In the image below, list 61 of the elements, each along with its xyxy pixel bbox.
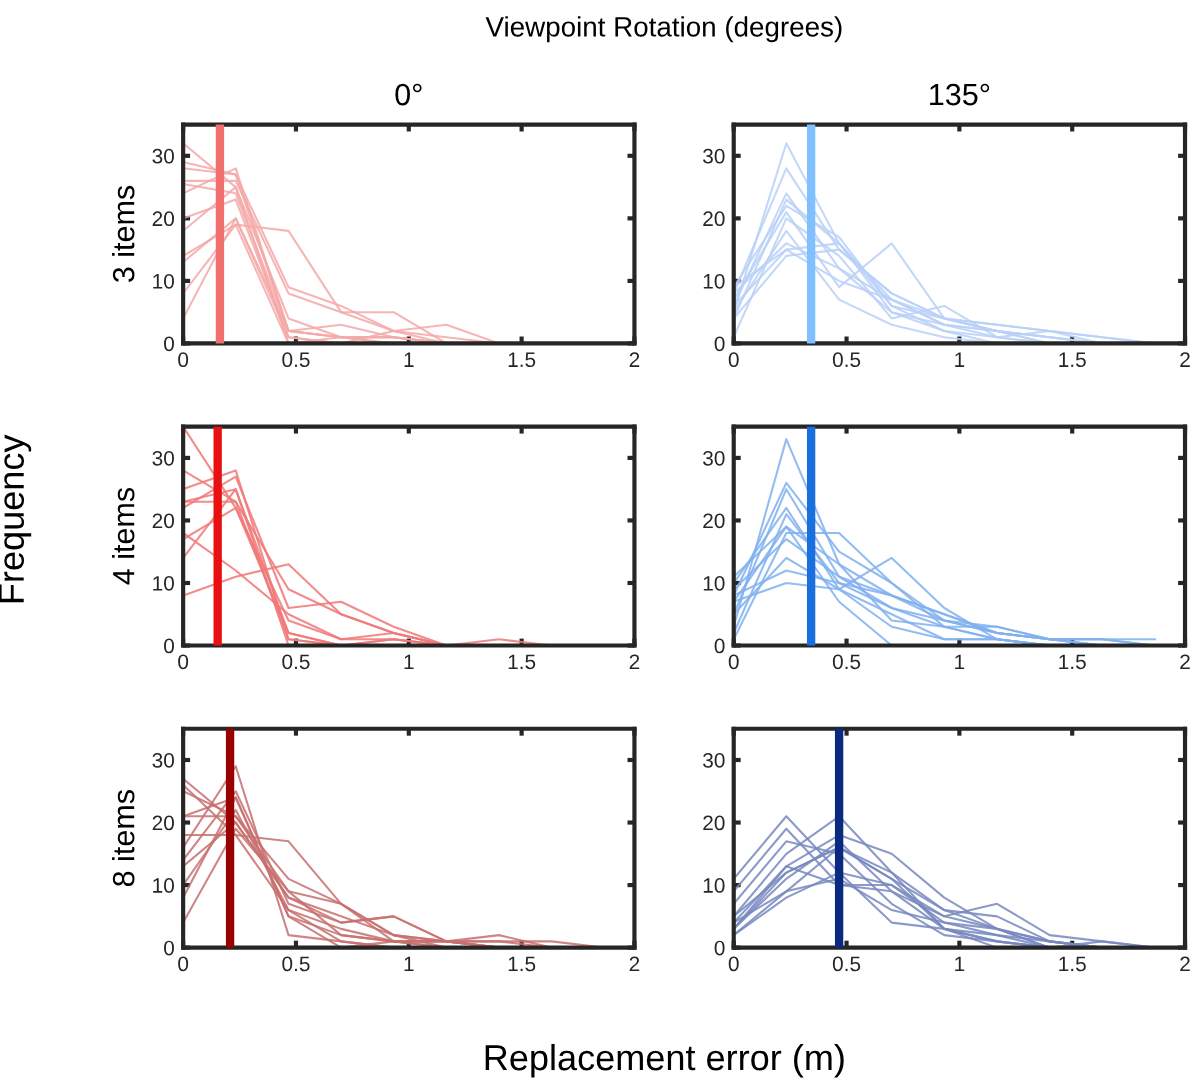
x-tick-label: 0 [178, 956, 189, 972]
x-tick-label: 0.5 [282, 654, 310, 670]
y-axis-title: 8 items [112, 790, 135, 887]
x-tick-label: 2 [1180, 352, 1190, 367]
y-tick-label: 10 [153, 575, 174, 591]
x-tick-label: 1 [404, 352, 414, 367]
x-tick-label: 1 [955, 654, 965, 669]
y-tick-label: 30 [152, 148, 174, 164]
x-tick-label: 1.5 [508, 352, 536, 368]
y-tick-label: 10 [703, 878, 725, 893]
y-tick-label: 30 [152, 450, 174, 466]
x-tick-label: 1.5 [508, 654, 536, 670]
x-tick-label: 0.5 [832, 352, 861, 368]
text: Replacement error (m) [485, 1043, 844, 1078]
y-tick-label: 10 [153, 273, 174, 289]
y-tick-label: 20 [703, 815, 725, 831]
y-tick-label: 20 [152, 815, 174, 831]
x-tick-label: 1 [955, 956, 965, 972]
y-tick-label: 10 [153, 878, 174, 893]
x-tick-label: 0.5 [832, 956, 861, 972]
x-tick-label: 0 [728, 352, 739, 368]
y-tick-label: 20 [703, 211, 725, 227]
x-tick-label: 0 [178, 352, 189, 368]
x-tick-label: 0 [178, 654, 189, 670]
y-tick-label: 0 [164, 940, 174, 956]
x-tick-label: 0 [728, 654, 739, 670]
x-tick-label: 0 [728, 956, 739, 972]
x-tick-label: 2 [629, 654, 640, 669]
y-tick-label: 20 [703, 513, 725, 529]
x-tick-label: 1 [955, 352, 965, 367]
y-tick-label: 30 [703, 752, 725, 768]
y-tick-label: 0 [714, 638, 725, 654]
y-tick-label: 20 [152, 513, 174, 529]
chart-title: 135° [930, 83, 990, 106]
x-tick-label: 0.5 [282, 956, 310, 972]
y-tick-label: 0 [164, 638, 174, 654]
chart-title: 0° [395, 83, 422, 106]
y-tick-label: 10 [703, 575, 725, 591]
x-tick-label: 1 [404, 654, 414, 669]
x-tick-label: 2 [629, 956, 640, 972]
x-tick-label: 2 [1180, 654, 1190, 669]
x-tick-label: 0.5 [832, 654, 861, 670]
x-tick-label: 1.5 [508, 956, 536, 972]
y-tick-label: 0 [714, 940, 725, 956]
y-axis-title: 4 items [112, 487, 135, 585]
y-tick-label: 30 [703, 148, 725, 164]
x-tick-label: 2 [1180, 956, 1190, 972]
y-tick-label: 0 [164, 336, 174, 352]
x-tick-label: 1 [404, 956, 414, 972]
x-tick-label: 0.5 [282, 352, 310, 368]
y-tick-label: 30 [703, 450, 725, 466]
y-tick-label: 20 [152, 211, 174, 227]
y-tick-label: 0 [714, 336, 725, 352]
x-tick-label: 1.5 [1059, 654, 1086, 670]
y-tick-label: 30 [152, 752, 174, 768]
x-tick-label: 1.5 [1059, 956, 1086, 972]
text: Viewpoint Rotation (degrees) [485, 16, 842, 43]
x-tick-label: 1.5 [1059, 352, 1086, 368]
y-axis-title: 3 items [112, 185, 135, 283]
x-tick-label: 2 [629, 352, 640, 367]
y-tick-label: 10 [703, 273, 725, 289]
